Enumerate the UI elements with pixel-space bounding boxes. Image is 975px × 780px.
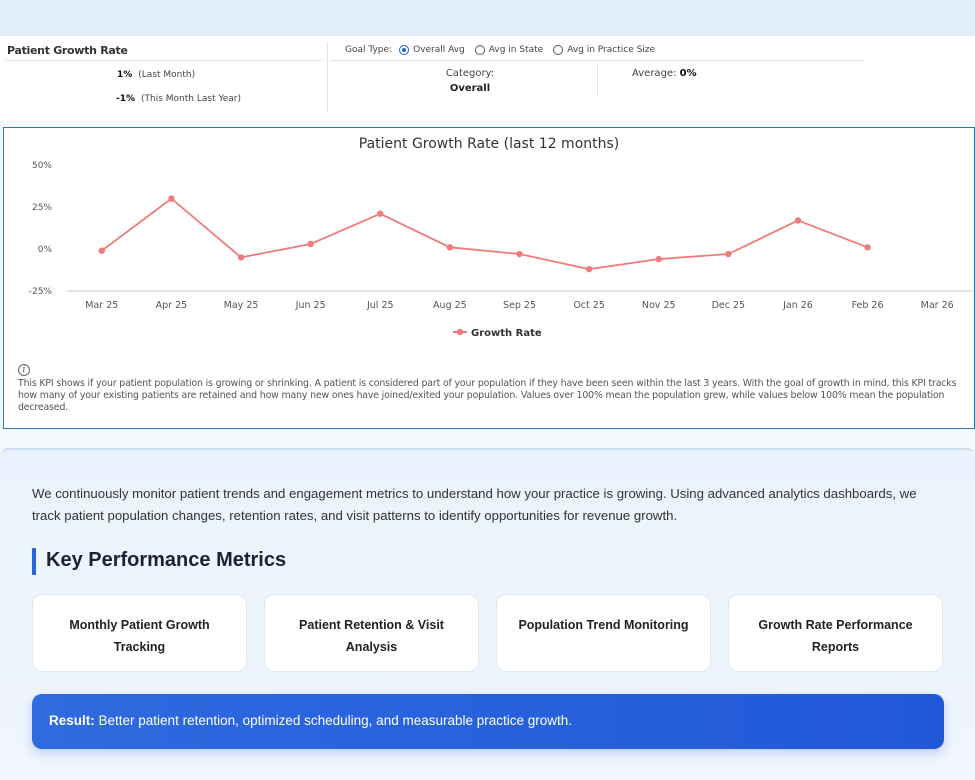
data-point (446, 244, 454, 251)
result-label: Result: (49, 713, 95, 728)
x-tick-label: Jan 26 (782, 300, 813, 311)
top-bar (0, 0, 975, 36)
radio-avg-in-state[interactable] (474, 45, 485, 55)
legend-swatch-marker (456, 328, 464, 336)
growth-rate-chart: Patient Growth Rate (last 12 months) 50% 2… (29, 136, 972, 339)
info-icon[interactable]: i (18, 364, 30, 376)
y-tick-label: 50% (32, 161, 52, 171)
y-tick-label: 25% (32, 203, 52, 213)
goal-type-label: Goal Type: (345, 45, 393, 55)
data-point (725, 250, 732, 258)
metric-label: Monthly Patient Growth Tracking (69, 618, 210, 654)
section-title: Key Performance Metrics (46, 549, 287, 571)
average-stat: Average: 0% (632, 68, 697, 79)
data-point (168, 195, 175, 202)
data-point (377, 210, 384, 217)
x-tick-label: Mar 25 (85, 300, 118, 311)
stat-last-year: -1% (This Month Last Year) (116, 94, 241, 104)
x-tick-label: Feb 26 (852, 300, 884, 311)
data-point (307, 240, 314, 248)
data-point (864, 244, 871, 251)
average-value: 0% (679, 68, 697, 79)
radio-label-avg-in-practice-size[interactable]: Avg in Practice Size (567, 45, 656, 55)
x-tick-label: Aug 25 (433, 300, 467, 311)
x-tick-label: Oct 25 (573, 300, 605, 311)
section-accent-bar (32, 548, 36, 575)
category-label: Category: (445, 68, 495, 79)
data-point (655, 255, 662, 263)
result-banner: Result: Better patient retention, optimi… (32, 694, 944, 749)
chart-panel: Patient Growth Rate (last 12 months) 50% 2… (3, 127, 975, 429)
legend-label: Growth Rate (471, 328, 542, 339)
x-tick-label: Dec 25 (712, 300, 746, 311)
category-value: Overall (449, 83, 491, 94)
metric-card-performance-reports: Growth Rate Performance Reports (728, 594, 943, 672)
goal-type-selector: Goal Type: Overall Avg Avg in State Avg … (345, 45, 655, 55)
x-tick-label: Mar 26 (921, 300, 954, 311)
kpi-header (0, 36, 975, 121)
metric-card-retention-analysis: Patient Retention & Visit Analysis (264, 594, 479, 672)
data-point (794, 217, 802, 224)
x-tick-label: Apr 25 (156, 300, 188, 311)
radio-label-overall-avg[interactable]: Overall Avg (413, 45, 465, 55)
divider (5, 60, 323, 61)
chart-title: Patient Growth Rate (last 12 months) (359, 136, 620, 152)
stat-last-month-label: (Last Month) (138, 70, 196, 80)
kpi-title: Patient Growth Rate (7, 44, 128, 57)
data-point (516, 250, 523, 258)
metric-card-growth-tracking: Monthly Patient Growth Tracking (32, 594, 247, 672)
divider (330, 60, 865, 61)
x-tick-label: Jun 25 (295, 300, 326, 311)
data-point (237, 254, 245, 261)
intro-paragraph: We continuously monitor patient trends a… (32, 486, 917, 523)
result-text: Better patient retention, optimized sche… (94, 713, 573, 728)
radio-label-avg-in-state[interactable]: Avg in State (488, 45, 544, 55)
divider (597, 64, 598, 96)
metric-label: Growth Rate Performance Reports (758, 618, 913, 654)
metric-label: Patient Retention & Visit Analysis (299, 618, 444, 654)
y-tick-label: 0% (38, 245, 53, 255)
stat-last-month: 1% (Last Month) (117, 70, 195, 80)
x-tick-label: May 25 (224, 300, 259, 311)
x-tick-label: Nov 25 (642, 300, 676, 311)
y-tick-label: -25% (29, 287, 53, 297)
x-tick-label: Jul 25 (366, 300, 394, 311)
radio-avg-in-practice-size[interactable] (553, 45, 564, 55)
metric-card-population-trend: Population Trend Monitoring (496, 594, 711, 672)
stat-last-year-label: (This Month Last Year) (141, 94, 242, 104)
average-label: Average: (632, 68, 677, 79)
radio-overall-avg[interactable] (399, 45, 410, 55)
stat-last-year-value: -1% (116, 94, 136, 104)
x-tick-label: Sep 25 (503, 300, 536, 311)
series-line (101, 197, 868, 271)
metric-label: Population Trend Monitoring (518, 618, 689, 632)
stat-last-month-value: 1% (117, 70, 133, 80)
kpi-description: This KPI shows if your patient populatio… (18, 378, 957, 413)
data-point (585, 265, 593, 273)
divider (327, 42, 328, 112)
data-point (98, 247, 106, 254)
